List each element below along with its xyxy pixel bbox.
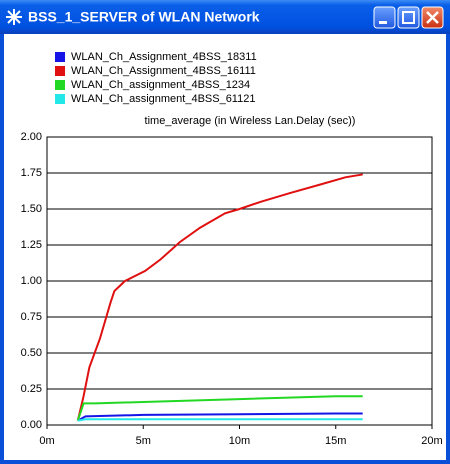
- window-icon: [6, 9, 22, 25]
- x-tick-label: 10m: [229, 435, 250, 447]
- legend-swatch: [55, 94, 65, 104]
- legend-swatch: [55, 66, 65, 76]
- x-tick-label: 20m: [421, 435, 442, 447]
- x-tick-label: 15m: [325, 435, 346, 447]
- maximize-button[interactable]: [397, 6, 420, 29]
- chart-title: time_average (in Wireless Lan.Delay (sec…: [145, 115, 356, 127]
- y-tick-label: 0.00: [21, 419, 42, 431]
- series-line: [77, 412, 363, 422]
- y-tick-label: 0.75: [21, 311, 42, 323]
- minimize-button[interactable]: [373, 6, 396, 29]
- legend-label: WLAN_Ch_assignment_4BSS_61121: [71, 93, 255, 105]
- y-tick-label: 1.00: [21, 275, 42, 287]
- close-button[interactable]: [421, 6, 444, 29]
- y-tick-label: 1.25: [21, 239, 42, 251]
- series-line: [76, 395, 363, 421]
- x-tick-label: 5m: [136, 435, 151, 447]
- y-tick-label: 2.00: [21, 131, 42, 143]
- y-tick-label: 1.50: [21, 203, 42, 215]
- window-title: BSS_1_SERVER of WLAN Network: [28, 9, 260, 25]
- legend-swatch: [55, 52, 65, 62]
- y-tick-label: 0.50: [21, 347, 42, 359]
- legend-label: WLAN_Ch_Assignment_4BSS_18311: [71, 51, 257, 63]
- legend-swatch: [55, 80, 65, 90]
- y-tick-label: 0.25: [21, 383, 42, 395]
- series-line: [76, 173, 363, 421]
- legend-label: WLAN_Ch_assignment_4BSS_1234: [71, 79, 250, 91]
- y-tick-label: 1.75: [21, 167, 42, 179]
- chart: WLAN_Ch_Assignment_4BSS_18311 WLAN_Ch_Ass…: [21, 51, 443, 447]
- legend-label: WLAN_Ch_Assignment_4BSS_16111: [71, 65, 256, 77]
- x-tick-label: 0m: [39, 435, 54, 447]
- series-line: [77, 418, 363, 422]
